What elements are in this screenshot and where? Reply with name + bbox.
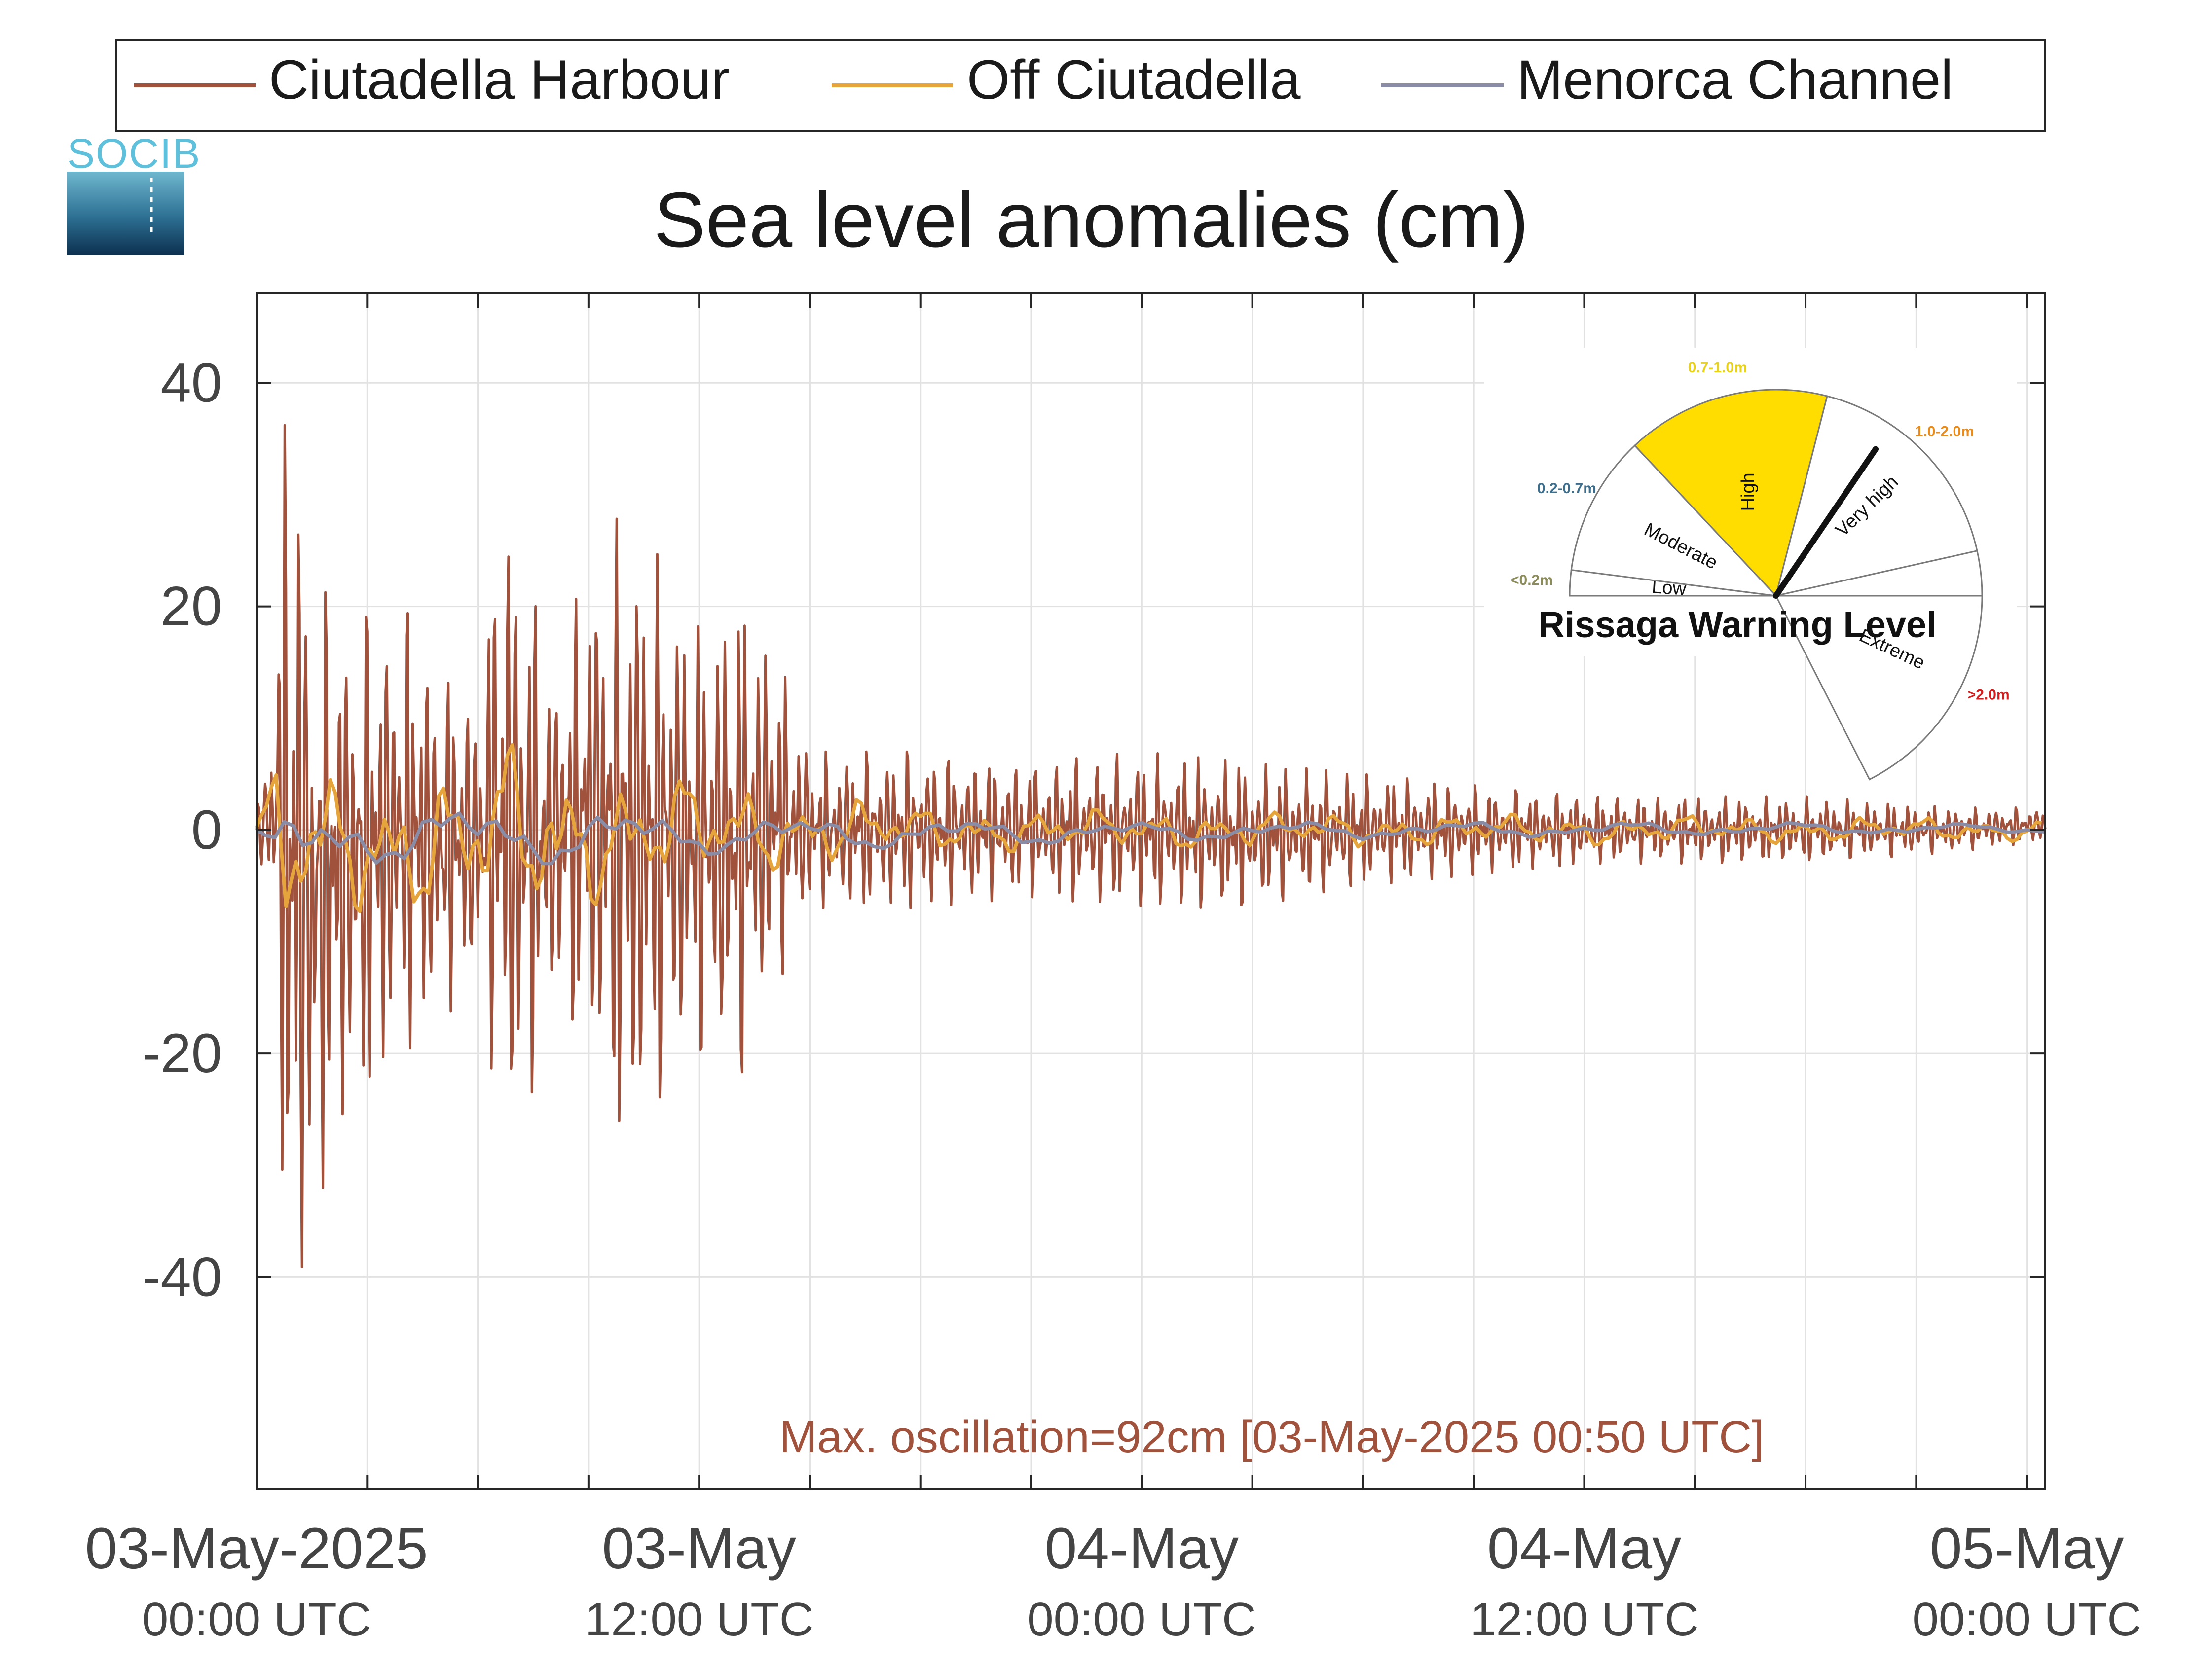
legend-label-menorca-channel: Menorca Channel [1517,49,1953,110]
y-tick-label: -20 [142,1022,222,1084]
socib-logo: SOCIB [67,130,201,255]
x-tick-time-label: 12:00 UTC [1470,1593,1698,1646]
y-tick-label: -40 [142,1246,222,1307]
y-tick-label: 20 [160,576,222,637]
gauge-range-label: 0.7-1.0m [1688,360,1747,376]
axis-ticks [256,293,2045,1489]
x-tick-date-label: 03-May [602,1516,796,1581]
x-tick-date-label: 03-May-2025 [85,1516,428,1581]
x-tick-date-label: 04-May [1045,1516,1239,1581]
socib-logo-block [67,172,184,255]
max-oscillation-annotation: Max. oscillation=92cm [03-May-2025 00:50… [779,1412,1765,1462]
y-tick-labels: 40 20 0 -20 -40 [142,352,222,1307]
legend-label-off-ciutadella: Off Ciutadella [967,49,1301,110]
x-tick-labels: 03-May-2025 00:00 UTC 03-May 12:00 UTC 04-Ma… [85,1516,2141,1646]
gauge-needle [1773,446,1879,599]
gauge-range-label: 0.2-0.7m [1537,480,1596,497]
gauge-sector-very-high [1774,395,1978,597]
x-tick-time-label: 00:00 UTC [142,1593,371,1646]
gauge-title: Rissaga Warning Level [1538,604,1936,645]
series-line-menorca-channel [256,811,2046,866]
legend-box [115,39,2046,132]
y-tick-label: 0 [191,799,222,861]
series-layer [255,424,2047,1268]
x-tick-time-label: 00:00 UTC [1027,1593,1256,1646]
x-tick-date-label: 05-May [1930,1516,2124,1581]
legend-label-ciutadella-harbour: Ciutadella Harbour [269,49,730,110]
gauge-range-label: >2.0m [1967,687,2010,703]
gauge-sector-moderate [1570,444,1778,597]
socib-logo-text: SOCIB [67,130,201,177]
x-tick-time-label: 00:00 UTC [1913,1593,2141,1646]
gauge-range-label: 1.0-2.0m [1915,424,1974,440]
gauge-level-label: High [1738,472,1759,511]
legend: Ciutadella Harbour Off Ciutadella Menorc… [115,39,2046,132]
y-tick-label: 40 [160,352,222,413]
gauge-range-label: <0.2m [1511,572,1553,588]
chart-title: Sea level anomalies (cm) [654,177,1529,263]
gauge-sector-high [1633,389,1828,598]
plot-frame [256,292,2046,1490]
x-tick-date-label: 04-May [1487,1516,1681,1581]
x-tick-time-label: 12:00 UTC [585,1593,813,1646]
gauge-sector-extreme [1774,550,1983,781]
